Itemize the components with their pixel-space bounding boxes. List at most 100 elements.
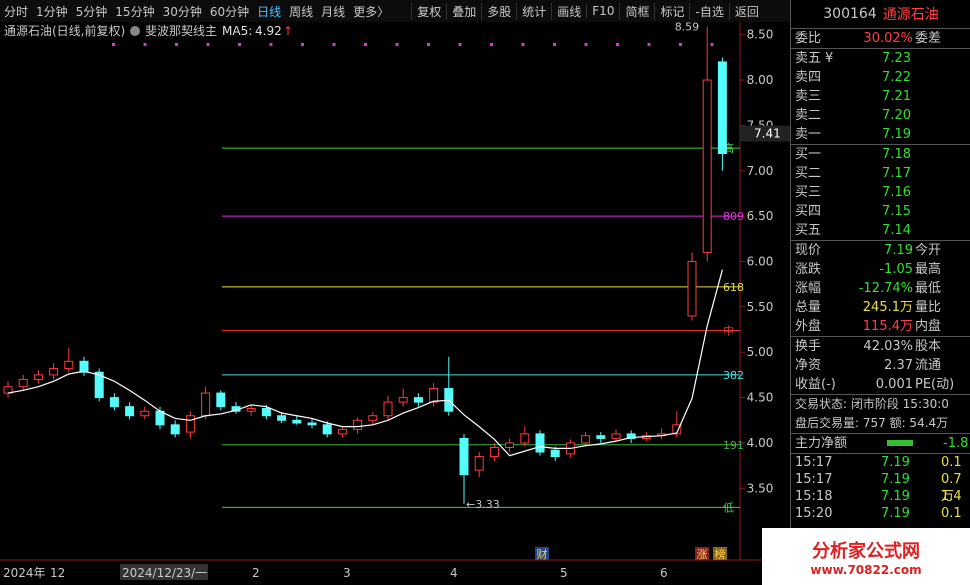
top-dot — [595, 43, 598, 46]
x-date-label: 4 — [450, 566, 458, 580]
tool-button[interactable]: F10 — [586, 4, 619, 18]
quote-row: 涨跌 -1.05 最高 — [791, 260, 970, 279]
tool-button[interactable]: 叠加 — [446, 2, 481, 20]
candle-body — [185, 415, 195, 433]
candle-body — [33, 374, 43, 380]
row-extra: 最低 — [915, 281, 942, 296]
quote-row: 收益(-) 0.001 PE(动) — [791, 375, 970, 394]
tool-button[interactable]: 简框 — [619, 2, 654, 20]
tool-button[interactable]: 多股 — [481, 2, 516, 20]
watermark: 分析家公式网 www.70822.com — [762, 528, 970, 585]
period-tab[interactable]: 1分钟 — [36, 4, 68, 19]
tick-time: 15:18 — [795, 489, 833, 504]
candle-body — [611, 433, 621, 439]
quote-row: 涨幅 -12.74% 最低 — [791, 279, 970, 298]
quote-row: 卖三 7.21 — [791, 87, 970, 106]
y-tick-label: 8.00 — [747, 73, 774, 87]
quote-rows: 委比 30.02% 委差 卖五 ¥7.23 卖四 7.22 卖三 7.21 卖二 7.20 卖一 7.1… — [791, 29, 970, 522]
row-label: 卖一 — [795, 127, 822, 142]
row-extra: 最高 — [915, 262, 942, 277]
quote-row: 买二 7.17 — [791, 164, 970, 183]
net-value: -1.8 — [943, 436, 969, 451]
top-dot — [469, 43, 472, 46]
row-value: 42.03% — [863, 339, 913, 354]
period-tab[interactable]: 月线 — [321, 4, 346, 19]
top-dot — [406, 43, 409, 46]
y-tick-label: 6.50 — [747, 209, 774, 223]
top-dot — [227, 43, 231, 46]
row-label: 卖四 — [795, 70, 822, 85]
row-value: 30.02% — [863, 31, 913, 46]
row-value: 7.22 — [882, 70, 911, 85]
y-tick-label: 5.00 — [747, 345, 774, 359]
top-dot — [217, 43, 220, 46]
candle-body — [109, 397, 119, 408]
period-tab[interactable]: 周线 — [289, 4, 314, 19]
tool-button[interactable]: 统计 — [516, 2, 551, 20]
row-extra: 股本 — [915, 339, 942, 354]
tick-time: 15:17 — [795, 455, 833, 470]
tick-row: 15:18 7.19 1.4 — [791, 488, 970, 505]
low-label: ←3.33 — [466, 498, 500, 511]
y-tick-label: 8.50 — [747, 28, 774, 42]
top-dot — [553, 43, 556, 46]
tick-price: 7.19 — [881, 472, 910, 487]
period-tab[interactable]: 15分钟 — [115, 4, 155, 19]
tool-button[interactable]: 画线 — [551, 2, 586, 20]
tick-price: 7.19 — [881, 455, 910, 470]
quote-panel: 300164 通源石油 委比 30.02% 委差 卖五 ¥7.23 卖四 7.22 卖三 7.2… — [790, 0, 970, 585]
ma-arrow: ↑ — [283, 24, 293, 38]
quote-row: 换手 42.03% 股本 — [791, 336, 970, 356]
tick-row: 15:17 7.19 0.7万 — [791, 471, 970, 504]
period-tab[interactable]: 分时 — [4, 4, 29, 19]
y-tick-label: 3.50 — [747, 481, 774, 495]
period-tab[interactable]: 5分钟 — [75, 4, 108, 19]
top-dot — [416, 43, 420, 46]
top-dot — [479, 43, 483, 46]
row-value: 7.16 — [882, 185, 911, 200]
top-dot — [164, 43, 168, 46]
cursor-box — [740, 125, 790, 142]
candle-body — [18, 378, 28, 388]
x-date-label: 2 — [252, 566, 260, 580]
top-dot — [511, 43, 514, 46]
candle-body — [125, 406, 135, 417]
tool-button[interactable]: 复权 — [411, 2, 446, 20]
candle-body — [626, 433, 636, 439]
row-label: 买五 — [795, 223, 822, 238]
tool-button[interactable]: -自选 — [689, 2, 728, 20]
top-dot — [605, 43, 609, 46]
top-dot — [238, 43, 241, 46]
period-tab[interactable]: 60分钟 — [209, 4, 250, 19]
quote-row: 卖一 7.19 — [791, 125, 970, 144]
candle-body — [155, 410, 165, 426]
row-extra: 流通 — [915, 358, 942, 373]
period-tab[interactable]: 30分钟 — [162, 4, 202, 19]
row-label: 外盘 — [795, 319, 822, 334]
row-value: 7.23 — [882, 51, 911, 66]
tool-button[interactable]: 返回 — [728, 2, 764, 20]
fib-label: 中 — [723, 324, 734, 337]
watermark-url: www.70822.com — [810, 562, 922, 577]
top-dot — [112, 43, 115, 46]
candle-body — [140, 410, 150, 417]
period-tab[interactable]: 日线 — [257, 4, 282, 19]
top-dot — [731, 43, 735, 46]
top-dot — [122, 43, 126, 46]
top-dot — [647, 43, 651, 46]
top-dot — [458, 43, 462, 46]
y-tick-label: 6.00 — [747, 255, 774, 269]
period-tab[interactable]: 更多〉 — [353, 4, 390, 19]
event-icon — [535, 547, 549, 560]
top-dot — [500, 43, 504, 46]
row-label: 涨幅 — [795, 281, 822, 296]
top-dot — [563, 43, 567, 46]
top-dot — [143, 43, 147, 46]
top-dot — [616, 43, 619, 46]
top-dot — [280, 43, 283, 46]
tool-button[interactable]: 标记 — [654, 2, 689, 20]
candle-body — [49, 368, 59, 376]
trade-status: 交易状态: 闭市阶段 15:30:0 — [791, 394, 970, 414]
candle-body — [261, 407, 271, 417]
